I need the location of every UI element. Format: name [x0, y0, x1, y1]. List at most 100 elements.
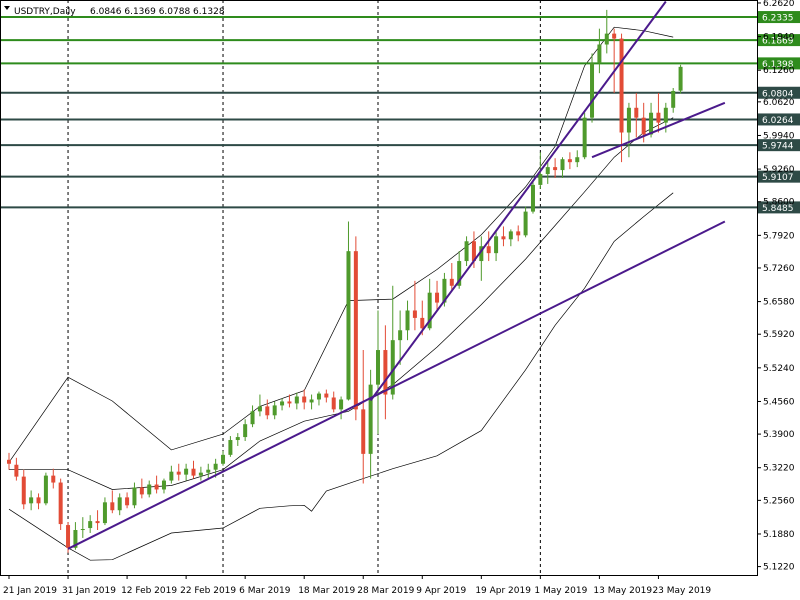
- candle-body: [663, 107, 668, 123]
- candle-body: [43, 475, 48, 504]
- y-tick-label: 5.9260: [763, 165, 795, 175]
- candle-body: [265, 406, 270, 416]
- chart-header: USDTRY,Daily 6.0846 6.1369 6.0788 6.1328: [4, 6, 225, 17]
- candle-body: [221, 454, 226, 464]
- candle-body: [280, 401, 285, 406]
- y-tick-label: 5.3900: [763, 430, 795, 440]
- candle-body: [612, 33, 617, 39]
- candle-body: [235, 437, 240, 441]
- x-tick-label: 19 Apr 2019: [475, 586, 531, 596]
- y-tick-label: 5.9940: [763, 131, 795, 141]
- candle-body: [257, 406, 262, 412]
- candle-body: [486, 246, 491, 254]
- candle-body: [161, 480, 166, 490]
- candle-body: [501, 236, 506, 240]
- level-label: 6.0804: [762, 89, 794, 99]
- level-label: 6.1398: [762, 60, 794, 70]
- candle-body: [331, 397, 336, 410]
- candle-body: [66, 525, 71, 548]
- x-tick-label: 12 Feb 2019: [121, 586, 177, 596]
- candle-body: [590, 63, 595, 118]
- candle-body: [176, 471, 181, 475]
- candle-body: [117, 497, 122, 511]
- candle-body: [198, 472, 203, 476]
- candle-body: [560, 159, 565, 171]
- y-tick-label: 5.5240: [763, 364, 795, 374]
- level-tag-6.0804: [758, 86, 800, 99]
- candle-body: [302, 396, 307, 403]
- level-tag-6.2335: [758, 11, 800, 24]
- candle-body: [641, 117, 646, 135]
- x-tick-label: 9 Apr 2019: [416, 586, 466, 596]
- candle-body: [228, 440, 233, 455]
- candle-body: [567, 159, 572, 163]
- candle-body: [390, 340, 395, 395]
- candle-body: [139, 487, 144, 495]
- candle-body: [435, 292, 440, 303]
- candle-body: [471, 241, 476, 262]
- candle-body: [184, 468, 189, 475]
- y-tick-label: 6.0620: [763, 98, 795, 108]
- candle-body: [213, 463, 218, 470]
- candle-body: [619, 38, 624, 133]
- y-tick-label: 5.3220: [763, 464, 795, 474]
- candle-body: [464, 241, 469, 262]
- ohlc-readout: 6.0846 6.1369 6.0788 6.1328: [90, 7, 225, 17]
- candle-body: [442, 278, 447, 303]
- trendline-2[interactable]: [369, 0, 667, 402]
- candle-body: [420, 317, 425, 329]
- candle-body: [597, 44, 602, 64]
- x-tick-label: 28 Mar 2019: [357, 586, 414, 596]
- candle-body: [243, 424, 248, 438]
- y-tick-label: 6.1940: [763, 33, 795, 43]
- candle-body: [324, 393, 329, 398]
- time-axis: 21 Jan 2019 31 Jan 2019 12 Feb 2019 22 Feb …: [3, 575, 711, 596]
- y-tick-label: 6.1260: [763, 66, 795, 76]
- candle-body: [36, 497, 41, 504]
- candle-body: [553, 167, 558, 171]
- candle-body: [479, 246, 484, 262]
- candle-body: [427, 292, 432, 329]
- y-tick-label: 5.7260: [763, 264, 795, 274]
- level-tag-5.9744: [758, 139, 800, 152]
- candle-body: [250, 411, 255, 425]
- candle-body: [29, 497, 34, 504]
- candle-body: [398, 330, 403, 341]
- candlesticks: [7, 9, 683, 553]
- x-tick-label: 6 Mar 2019: [239, 586, 291, 596]
- candle-body: [88, 521, 93, 529]
- dropdown-triangle-icon[interactable]: [4, 6, 10, 10]
- candle-body: [376, 350, 380, 385]
- level-tag-5.8485: [758, 201, 800, 214]
- y-tick-label: 5.6580: [763, 298, 795, 308]
- level-label: 6.2335: [762, 14, 794, 24]
- price-axis: 6.2620 6.1940 6.1260 6.0620 5.9940 5.9260 5.86…: [757, 0, 795, 573]
- level-tag-6.0264: [758, 113, 800, 126]
- candle-body: [449, 278, 454, 286]
- candle-body: [383, 350, 388, 395]
- trendlines[interactable]: [67, 0, 726, 550]
- candle-body: [649, 112, 654, 135]
- candle-body: [14, 464, 19, 477]
- plot-frame: [0, 0, 758, 576]
- candle-body: [508, 231, 513, 240]
- candle-body: [494, 236, 499, 254]
- symbol-timeframe: USDTRY,Daily: [14, 7, 76, 17]
- candle-body: [73, 530, 78, 548]
- candle-body: [604, 33, 609, 45]
- trendline-3[interactable]: [591, 101, 726, 159]
- candle-body: [339, 399, 344, 410]
- x-tick-label: 31 Jan 2019: [62, 586, 116, 596]
- level-label: 5.8485: [762, 204, 794, 214]
- candle-body: [530, 184, 535, 212]
- level-tag-6.1398: [758, 57, 800, 70]
- candle-body: [353, 251, 358, 410]
- candle-body: [102, 502, 107, 524]
- candle-body: [125, 497, 130, 506]
- trendline-1[interactable]: [67, 220, 726, 550]
- candle-body: [316, 393, 321, 400]
- candle-body: [80, 529, 85, 531]
- candle-body: [51, 475, 56, 483]
- candle-body: [457, 261, 462, 286]
